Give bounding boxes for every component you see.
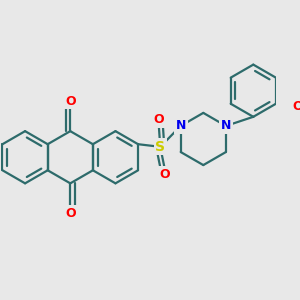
Text: O: O (292, 100, 300, 113)
Text: O: O (159, 167, 170, 181)
Text: O: O (65, 95, 76, 108)
Text: N: N (176, 119, 186, 132)
Text: S: S (155, 140, 165, 154)
Text: O: O (154, 113, 164, 126)
Text: N: N (221, 119, 231, 132)
Text: O: O (65, 207, 76, 220)
